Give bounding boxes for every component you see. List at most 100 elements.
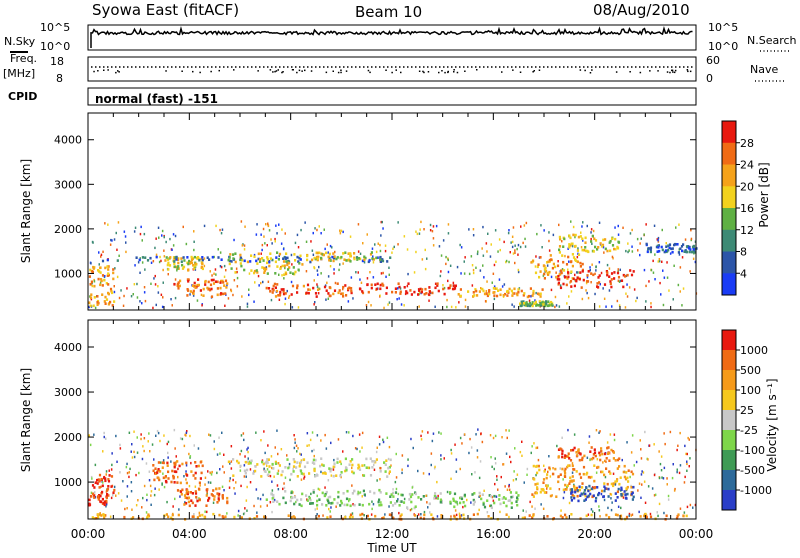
echo-cell <box>349 260 352 263</box>
echo-cell <box>506 488 509 491</box>
echo-cell <box>489 434 492 437</box>
echo-cell <box>481 493 484 496</box>
echo-cell <box>528 299 531 302</box>
echo-cell <box>571 490 574 494</box>
echo-cell <box>694 260 697 264</box>
echo-cell <box>193 230 195 233</box>
echo-cell <box>260 439 262 442</box>
echo-cell <box>673 489 676 492</box>
echo-cell <box>333 272 335 275</box>
echo-cell <box>344 284 347 287</box>
freq-panel-frame <box>87 56 697 82</box>
echo-cell <box>141 457 144 461</box>
nave-dot <box>671 69 674 72</box>
echo-cell <box>531 301 534 304</box>
echo-cell <box>550 300 553 304</box>
echo-cell <box>179 279 182 283</box>
echo-cell <box>200 471 203 475</box>
echo-cell <box>224 304 226 307</box>
echo-cell <box>312 489 315 492</box>
echo-cell <box>498 238 501 241</box>
echo-cell <box>491 281 493 284</box>
echo-cell <box>213 272 215 275</box>
echo-cell <box>417 469 419 473</box>
echo-cell <box>440 270 442 273</box>
echo-cell <box>244 225 246 228</box>
echo-cell <box>119 443 121 447</box>
echo-cell <box>570 513 573 516</box>
echo-cell <box>371 466 374 469</box>
echo-cell <box>260 281 262 285</box>
echo-cell <box>324 472 327 475</box>
echo-cell <box>362 242 364 245</box>
echo-cell <box>246 468 249 472</box>
echo-cell <box>126 471 129 475</box>
echo-cell <box>506 290 509 293</box>
echo-cell <box>514 447 516 450</box>
echo-cell <box>457 293 460 296</box>
echo-cell <box>453 505 456 509</box>
echo-cell <box>689 503 692 507</box>
echo-cell <box>351 492 354 495</box>
echo-cell <box>161 466 164 469</box>
echo-cell <box>344 515 347 519</box>
echo-cell <box>607 495 610 498</box>
echo-cell <box>443 286 446 290</box>
echo-cell <box>460 497 464 501</box>
echo-cell <box>345 468 348 472</box>
echo-cell <box>378 498 381 502</box>
echo-cell <box>458 301 460 304</box>
echo-cell <box>201 267 204 271</box>
echo-cell <box>589 476 592 479</box>
echo-cell <box>350 291 353 295</box>
echo-cell <box>244 471 247 475</box>
echo-cell <box>154 487 156 490</box>
echo-cell <box>252 472 255 475</box>
echo-cell <box>230 460 233 463</box>
echo-cell <box>115 434 117 438</box>
echo-cell <box>571 245 574 248</box>
echo-cell <box>586 456 589 459</box>
echo-cell <box>600 470 603 474</box>
echo-cell <box>605 305 607 308</box>
echo-cell <box>113 488 116 492</box>
nave-dot <box>369 71 371 74</box>
echo-cell <box>181 437 184 441</box>
echo-cell <box>584 241 587 244</box>
echo-cell <box>243 511 246 515</box>
echo-cell <box>586 274 589 277</box>
echo-cell <box>314 458 317 462</box>
echo-cell <box>603 489 606 493</box>
echo-cell <box>283 482 285 485</box>
echo-cell <box>266 464 268 467</box>
echo-cell <box>139 232 142 236</box>
echo-cell <box>531 445 533 448</box>
echo-cell <box>499 502 502 506</box>
echo-cell <box>161 483 163 486</box>
date-title: 08/Aug/2010 <box>593 1 690 19</box>
nave-min: 0 <box>706 72 713 85</box>
echo-cell <box>149 256 152 260</box>
echo-cell <box>298 503 301 506</box>
echo-cell <box>554 305 556 309</box>
echo-cell <box>686 462 688 466</box>
echo-cell <box>313 469 316 473</box>
echo-cell <box>257 257 260 261</box>
echo-cell <box>253 271 256 275</box>
echo-cell <box>113 285 115 288</box>
echo-cell <box>361 291 365 295</box>
echo-cell <box>337 438 340 441</box>
echo-cell <box>327 292 330 295</box>
echo-cell <box>221 431 223 434</box>
echo-cell <box>162 268 164 272</box>
echo-cell <box>536 232 538 236</box>
echo-cell <box>512 479 515 482</box>
power-ylabel: Slant Range [km] <box>19 159 33 263</box>
echo-cell <box>384 244 387 247</box>
echo-cell <box>599 283 601 286</box>
echo-cell <box>336 501 339 505</box>
echo-cell <box>263 467 265 470</box>
echo-cell <box>163 249 165 252</box>
echo-cell <box>590 475 593 479</box>
echo-cell <box>177 284 180 288</box>
